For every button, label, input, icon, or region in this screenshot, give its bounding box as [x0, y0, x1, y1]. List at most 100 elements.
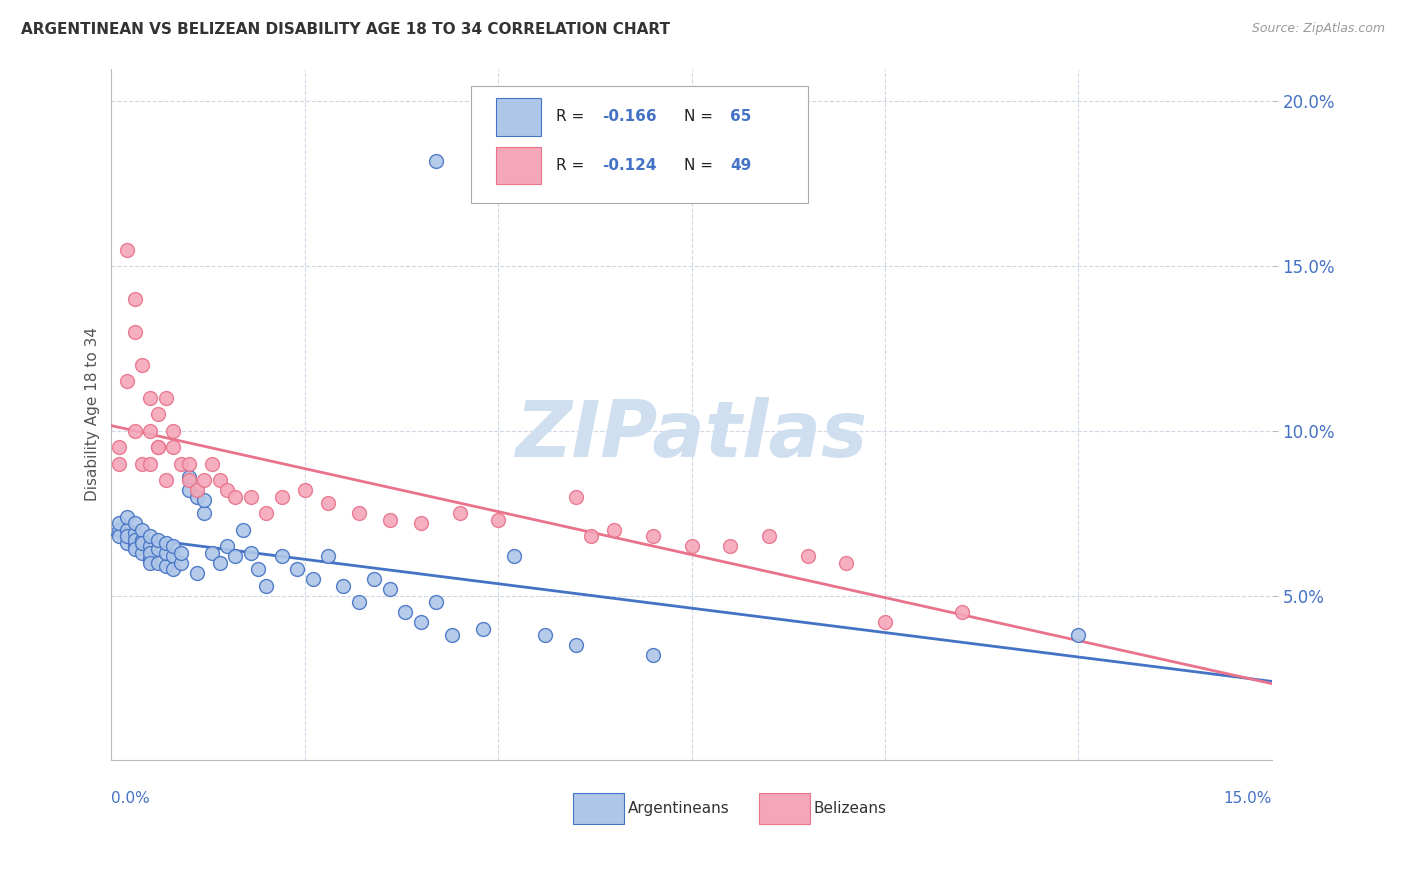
Point: [139, 529, 162, 543]
Point: [193, 493, 215, 508]
Point: [394, 605, 416, 619]
Point: [124, 542, 146, 557]
Point: [131, 533, 153, 547]
Point: [232, 523, 254, 537]
Point: [108, 529, 131, 543]
Point: [270, 549, 292, 563]
FancyBboxPatch shape: [495, 146, 541, 184]
Point: [124, 292, 146, 306]
Text: Belizeans: Belizeans: [814, 801, 886, 816]
Point: [201, 457, 224, 471]
Text: 15.0%: 15.0%: [1223, 791, 1272, 806]
Point: [758, 529, 780, 543]
Point: [115, 243, 138, 257]
Point: [533, 628, 555, 642]
Point: [835, 556, 858, 570]
Point: [162, 562, 184, 576]
Point: [502, 549, 524, 563]
FancyBboxPatch shape: [495, 98, 541, 136]
Point: [177, 483, 200, 498]
Point: [162, 424, 184, 438]
Point: [641, 529, 664, 543]
Point: [162, 549, 184, 563]
Point: [124, 516, 146, 530]
Point: [139, 457, 162, 471]
Point: [285, 562, 308, 576]
Text: 0.0%: 0.0%: [111, 791, 150, 806]
Text: N =: N =: [683, 158, 717, 173]
Point: [124, 424, 146, 438]
Point: [471, 622, 494, 636]
Point: [378, 513, 401, 527]
Point: [449, 506, 471, 520]
Point: [155, 546, 177, 560]
Point: [146, 533, 169, 547]
Point: [115, 529, 138, 543]
Point: [193, 506, 215, 520]
Point: [146, 408, 169, 422]
Point: [425, 153, 447, 168]
Text: ARGENTINEAN VS BELIZEAN DISABILITY AGE 18 TO 34 CORRELATION CHART: ARGENTINEAN VS BELIZEAN DISABILITY AGE 1…: [21, 22, 671, 37]
Point: [217, 483, 239, 498]
Point: [186, 566, 208, 580]
Point: [564, 490, 586, 504]
Point: [316, 549, 339, 563]
Point: [254, 506, 277, 520]
Point: [224, 549, 246, 563]
Y-axis label: Disability Age 18 to 34: Disability Age 18 to 34: [86, 327, 100, 501]
Point: [641, 648, 664, 662]
Point: [208, 473, 231, 487]
Point: [186, 490, 208, 504]
Point: [115, 509, 138, 524]
Point: [409, 516, 432, 530]
Point: [139, 424, 162, 438]
Point: [950, 605, 973, 619]
Point: [162, 539, 184, 553]
Point: [155, 391, 177, 405]
Point: [155, 558, 177, 573]
Point: [146, 441, 169, 455]
Point: [224, 490, 246, 504]
Text: -0.166: -0.166: [602, 110, 657, 125]
Point: [131, 546, 153, 560]
Point: [131, 358, 153, 372]
Point: [718, 539, 741, 553]
Point: [177, 457, 200, 471]
Point: [170, 556, 193, 570]
Text: Argentineans: Argentineans: [628, 801, 730, 816]
Point: [270, 490, 292, 504]
Point: [193, 473, 215, 487]
Text: N =: N =: [683, 110, 717, 125]
Point: [139, 539, 162, 553]
Point: [131, 536, 153, 550]
Point: [115, 375, 138, 389]
FancyBboxPatch shape: [759, 794, 810, 824]
Point: [440, 628, 463, 642]
Point: [681, 539, 703, 553]
Point: [155, 536, 177, 550]
Text: ZIPatlas: ZIPatlas: [516, 397, 868, 473]
Text: Source: ZipAtlas.com: Source: ZipAtlas.com: [1251, 22, 1385, 36]
Point: [124, 539, 146, 553]
Point: [146, 542, 169, 557]
Point: [115, 536, 138, 550]
Point: [139, 552, 162, 566]
Point: [155, 473, 177, 487]
Point: [139, 556, 162, 570]
Point: [217, 539, 239, 553]
Point: [301, 572, 323, 586]
Point: [1067, 628, 1090, 642]
Point: [115, 523, 138, 537]
Text: 65: 65: [730, 110, 751, 125]
Point: [564, 638, 586, 652]
Point: [186, 483, 208, 498]
Point: [363, 572, 385, 586]
Point: [254, 579, 277, 593]
Point: [108, 441, 131, 455]
Point: [108, 516, 131, 530]
Point: [124, 526, 146, 541]
Point: [294, 483, 316, 498]
Text: 49: 49: [730, 158, 751, 173]
Point: [201, 546, 224, 560]
Point: [486, 513, 509, 527]
